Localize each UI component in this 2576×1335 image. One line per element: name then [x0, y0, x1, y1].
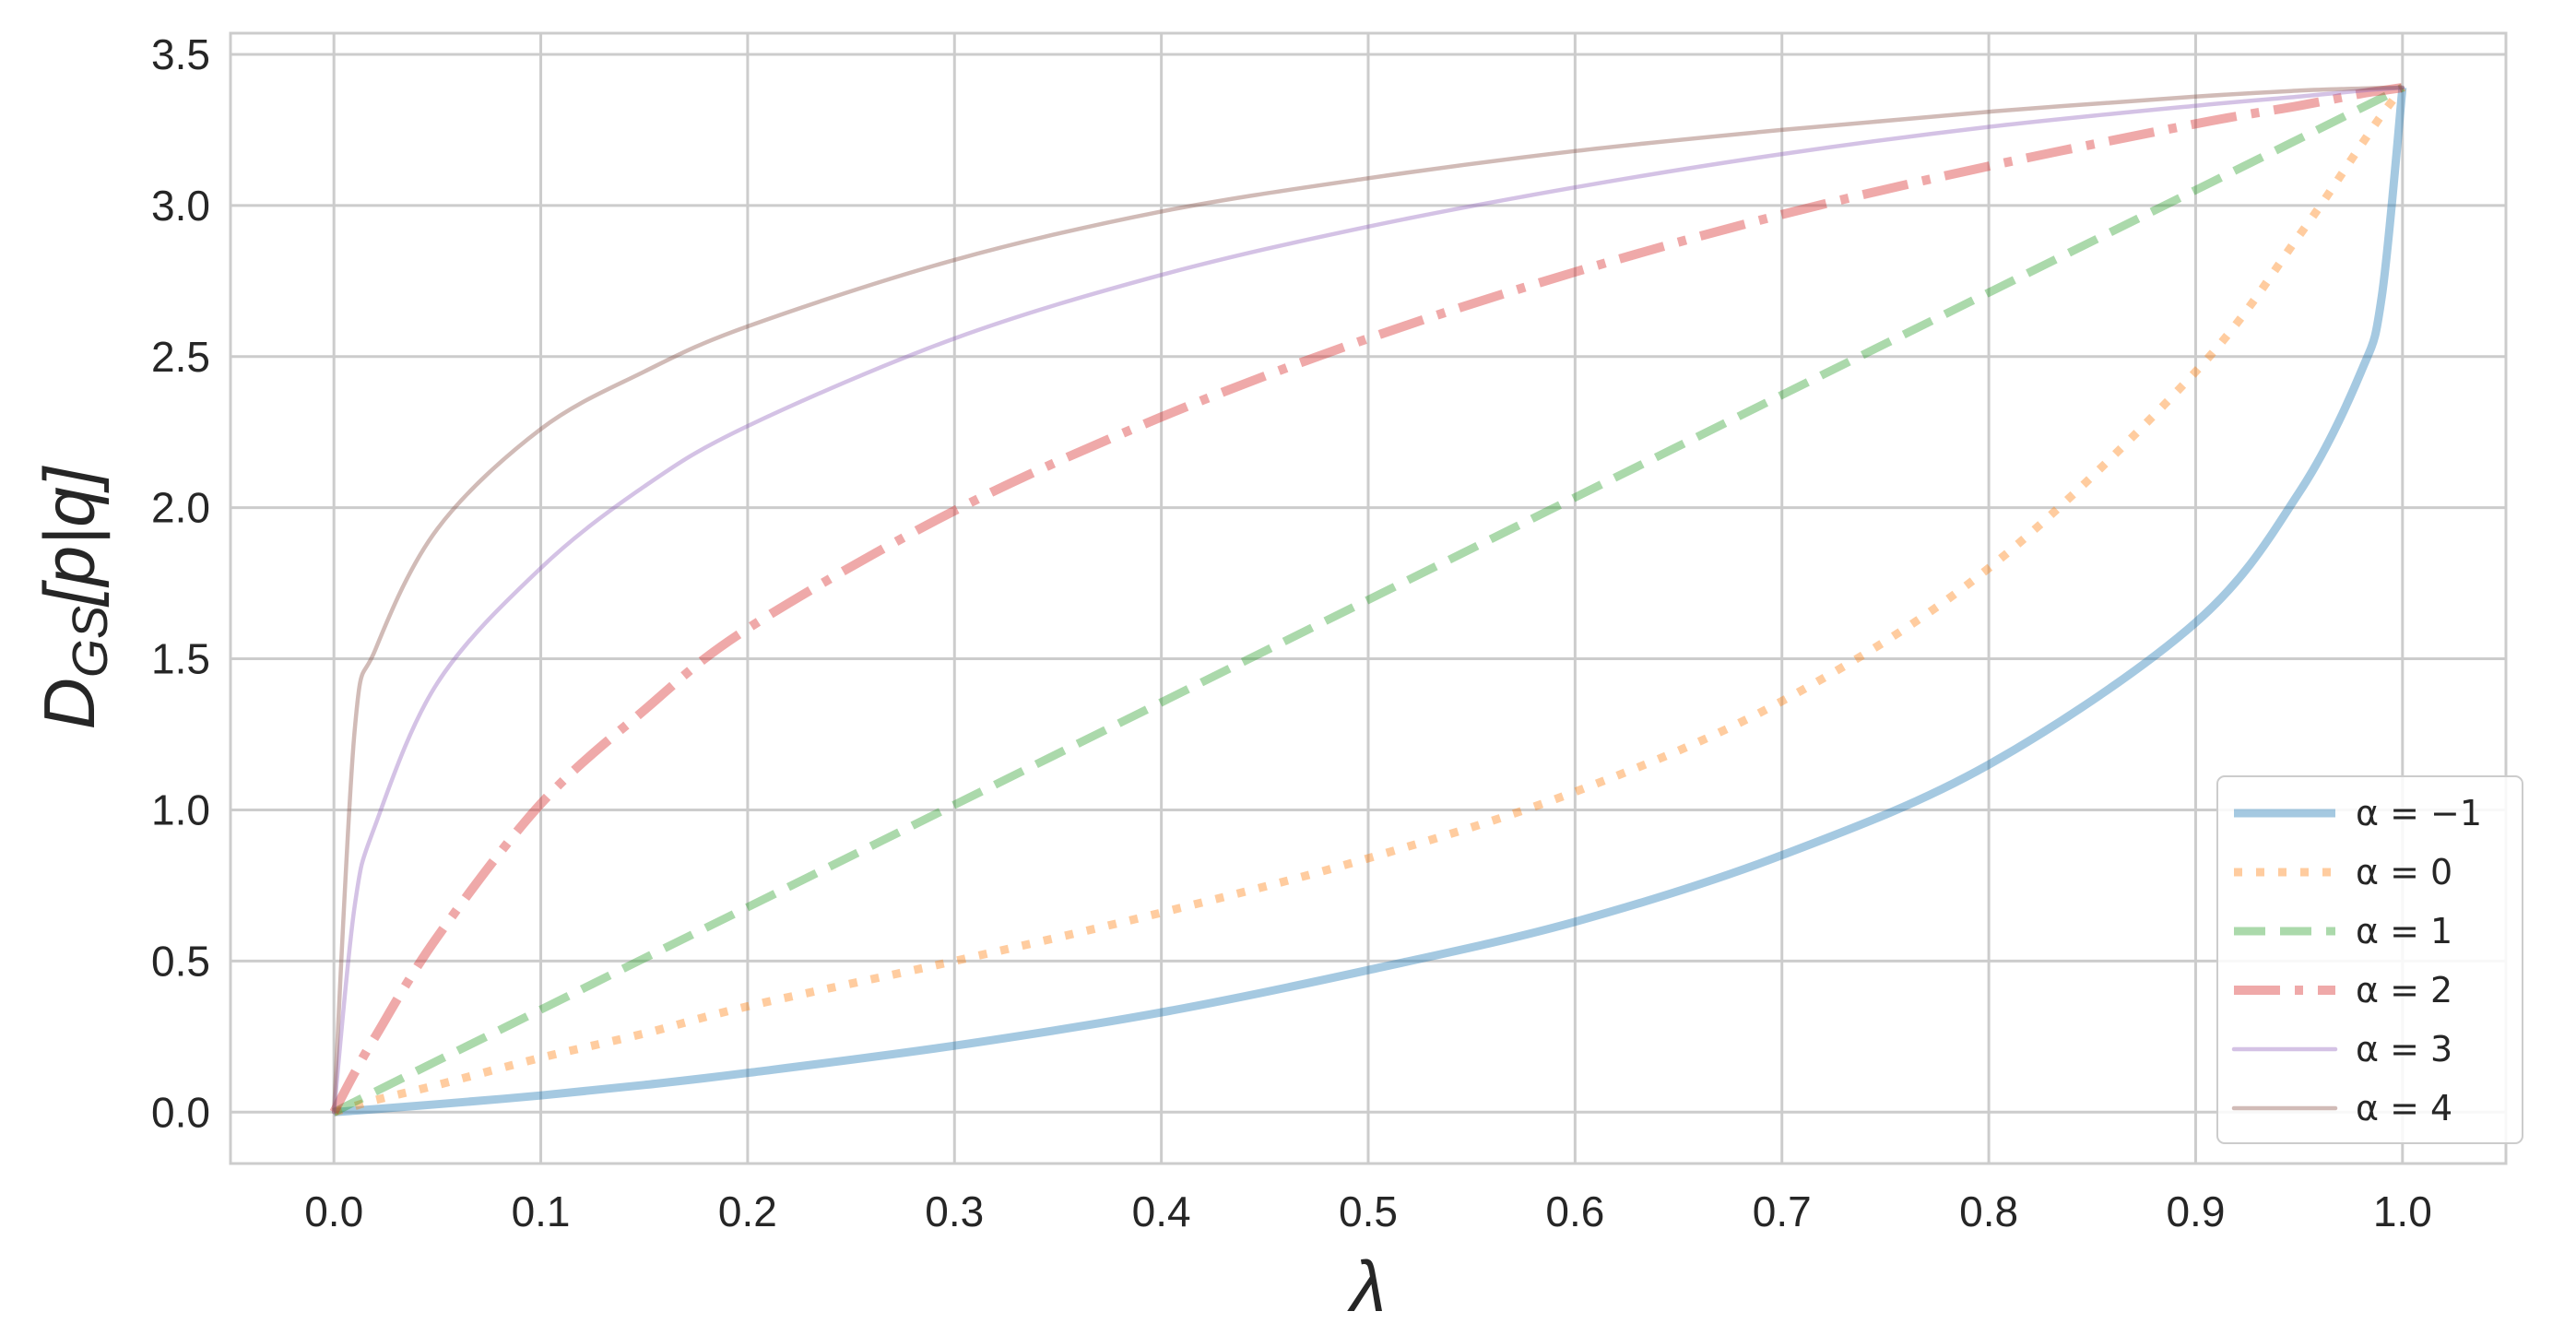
x-tick-label: 0.8: [1959, 1187, 2018, 1235]
y-tick-label: 0.5: [151, 937, 210, 985]
x-tick-label: 0.9: [2166, 1187, 2225, 1235]
x-tick-label: 0.2: [718, 1187, 777, 1235]
x-tick-label: 1.0: [2373, 1187, 2432, 1235]
y-axis-label-sub: GS: [63, 606, 118, 678]
y-tick-label: 3.0: [151, 182, 210, 230]
y-axis-label-main: D: [29, 678, 110, 729]
x-tick-label: 0.4: [1132, 1187, 1191, 1235]
y-tick-label: 2.0: [151, 484, 210, 532]
y-tick-label: 3.5: [151, 30, 210, 78]
x-tick-label: 0.1: [512, 1187, 571, 1235]
x-tick-label: 0.5: [1339, 1187, 1398, 1235]
x-tick-label: 0.7: [1753, 1187, 1812, 1235]
y-axis-label-tail: [p|q]: [29, 465, 110, 608]
y-axis-label: DGS[p|q]: [29, 465, 118, 729]
x-axis-label: λ: [1347, 1246, 1386, 1327]
y-tick-label: 0.0: [151, 1088, 210, 1136]
x-tick-label: 0.6: [1545, 1187, 1604, 1235]
y-tick-label: 2.5: [151, 333, 210, 381]
legend-label-4: α = 2: [2356, 970, 2452, 1010]
y-tick-label: 1.5: [151, 635, 210, 683]
legend: α = −1 α = 0 α = 1 α = 2 α = 3 α = 4: [2217, 776, 2523, 1143]
legend-label-5: α = 3: [2356, 1029, 2452, 1069]
legend-label-6: α = 4: [2356, 1088, 2452, 1128]
legend-label-2: α = 0: [2356, 852, 2452, 892]
legend-label-3: α = 1: [2356, 911, 2452, 951]
x-tick-label: 0.3: [925, 1187, 984, 1235]
y-tick-labels: 0.0 0.5 1.0 1.5 2.0 2.5 3.0 3.5: [151, 30, 210, 1136]
y-tick-label: 1.0: [151, 786, 210, 833]
x-tick-label: 0.0: [304, 1187, 363, 1235]
x-tick-labels: 0.0 0.1 0.2 0.3 0.4 0.5 0.6 0.7 0.8 0.9 1.0: [304, 1187, 2432, 1235]
legend-label-1: α = −1: [2356, 793, 2482, 833]
